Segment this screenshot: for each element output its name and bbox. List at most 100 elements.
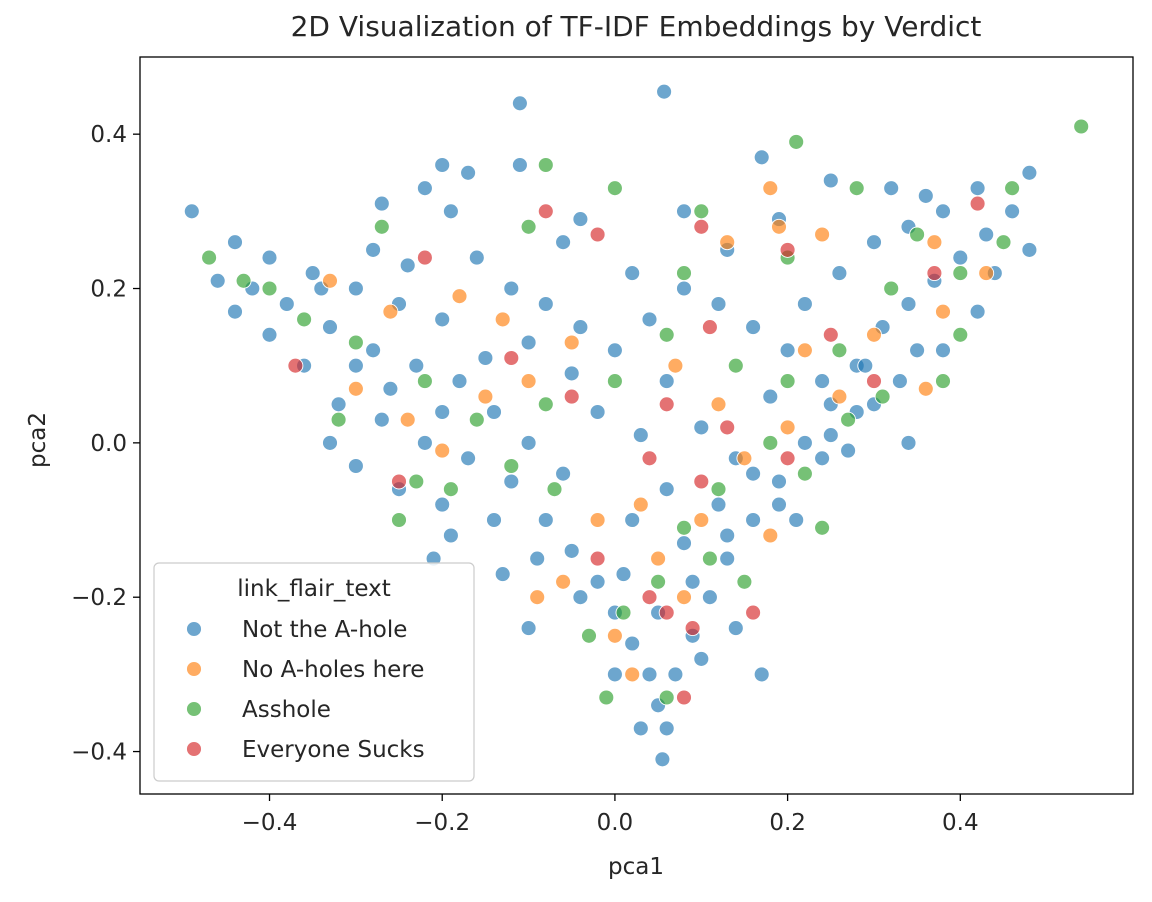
data-point xyxy=(296,311,313,328)
data-point xyxy=(814,226,831,243)
y-tick-label: 0.4 xyxy=(90,122,127,148)
data-point xyxy=(330,411,347,428)
data-point xyxy=(347,334,364,351)
data-point xyxy=(442,203,459,220)
data-point xyxy=(227,234,243,251)
x-tick-label: −0.4 xyxy=(242,810,298,836)
legend-entries: Not the A-hole No A-holes here Asshole Ever… xyxy=(186,617,425,763)
data-point xyxy=(978,226,995,243)
data-point xyxy=(322,272,338,289)
data-point xyxy=(434,157,451,173)
data-point xyxy=(624,635,641,652)
data-point xyxy=(779,241,796,258)
data-point xyxy=(676,280,692,297)
data-point xyxy=(650,550,667,567)
data-point xyxy=(468,249,485,266)
legend-box xyxy=(153,562,475,782)
data-point xyxy=(503,280,520,297)
legend: link_flair_text Not the A-hole No A-holes… xyxy=(153,562,475,782)
data-point xyxy=(615,604,632,621)
data-point xyxy=(1021,241,1038,258)
data-point xyxy=(1021,164,1038,181)
data-point xyxy=(416,434,433,451)
data-point xyxy=(486,512,502,528)
data-point xyxy=(848,180,865,197)
data-point xyxy=(563,365,580,382)
data-point xyxy=(796,465,813,482)
x-axis: −0.4 −0.2 0.0 0.2 0.4 xyxy=(242,794,979,836)
data-point xyxy=(624,265,641,282)
y-axis-label: pca2 xyxy=(25,412,51,468)
data-point xyxy=(762,388,779,405)
data-point xyxy=(589,512,606,528)
data-point xyxy=(891,373,908,390)
data-point xyxy=(917,380,934,397)
data-point xyxy=(511,95,528,112)
data-point xyxy=(606,666,623,683)
data-point xyxy=(520,218,537,235)
data-point xyxy=(460,450,477,467)
data-point xyxy=(606,373,623,390)
data-point xyxy=(477,388,494,405)
data-point xyxy=(261,249,278,266)
data-point xyxy=(952,249,969,266)
data-point xyxy=(606,342,623,359)
y-tick-label: 0.0 xyxy=(90,431,127,457)
legend-label: No A-holes here xyxy=(242,657,424,683)
data-point xyxy=(909,342,926,359)
y-tick-label: −0.2 xyxy=(71,585,127,611)
data-point xyxy=(304,265,321,282)
data-point xyxy=(693,473,710,490)
data-point xyxy=(1073,118,1090,135)
data-point xyxy=(572,319,589,336)
y-tick-label: −0.4 xyxy=(71,740,127,766)
data-point xyxy=(563,388,580,405)
data-point xyxy=(814,450,831,467)
data-point xyxy=(710,396,727,413)
data-point xyxy=(788,133,805,150)
data-point xyxy=(520,334,537,351)
data-point xyxy=(995,234,1012,251)
data-point xyxy=(753,666,770,683)
data-point xyxy=(365,342,382,359)
data-point xyxy=(684,620,701,637)
data-point xyxy=(235,272,252,289)
data-point xyxy=(676,203,692,220)
data-point xyxy=(684,573,701,590)
data-point xyxy=(658,689,675,706)
y-axis: −0.4 −0.2 0.0 0.2 0.4 xyxy=(71,122,140,766)
data-point xyxy=(676,689,692,706)
data-point xyxy=(330,396,347,413)
data-point xyxy=(391,473,407,490)
data-point xyxy=(658,326,675,343)
data-point xyxy=(555,465,572,482)
data-point xyxy=(771,496,787,513)
data-point xyxy=(693,650,710,667)
data-point xyxy=(831,388,848,405)
data-point xyxy=(347,280,364,297)
chart-title: 2D Visualization of TF-IDF Embeddings by… xyxy=(291,10,982,43)
data-point xyxy=(529,589,546,606)
data-point xyxy=(909,226,926,243)
data-point xyxy=(969,303,986,320)
data-point xyxy=(658,604,675,621)
data-point xyxy=(589,573,606,590)
data-point xyxy=(451,373,468,390)
data-point xyxy=(814,373,831,390)
data-point xyxy=(779,373,796,390)
data-point xyxy=(442,481,459,498)
data-point xyxy=(710,496,727,513)
data-point xyxy=(201,249,218,266)
data-point xyxy=(563,334,580,351)
data-point xyxy=(822,427,839,444)
data-point xyxy=(762,434,779,451)
data-point xyxy=(537,512,554,528)
data-point xyxy=(520,373,537,390)
data-point xyxy=(779,419,796,436)
data-point xyxy=(589,550,606,567)
points-layer xyxy=(183,83,1090,768)
data-point xyxy=(1004,203,1021,220)
data-point xyxy=(598,689,615,706)
data-point xyxy=(503,350,520,366)
data-point xyxy=(900,296,917,312)
